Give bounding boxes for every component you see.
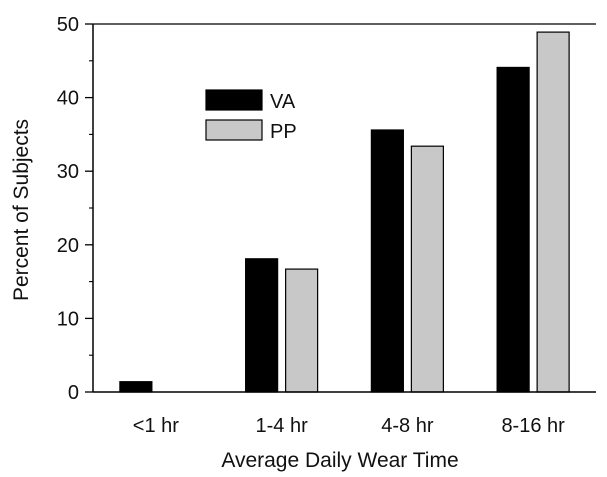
y-tick-label-1: 10 bbox=[57, 308, 79, 330]
legend-swatch-pp bbox=[205, 119, 263, 141]
legend-label-va: VA bbox=[270, 91, 296, 113]
y-axis-title: Percent of Subjects bbox=[10, 119, 33, 301]
y-tick-label-4: 40 bbox=[57, 88, 79, 110]
bar-va-1 bbox=[245, 258, 279, 393]
x-tick-label-0: <1 hr bbox=[133, 415, 179, 437]
bar-pp-3 bbox=[536, 31, 570, 393]
y-tick-label-3: 30 bbox=[57, 161, 79, 183]
x-tick-label-3: 8-16 hr bbox=[501, 415, 565, 437]
bar-pp-2 bbox=[410, 145, 444, 393]
bar-va-2 bbox=[370, 129, 404, 393]
ticks-group: 0 10 20 30 40 50 <1 hr 1-4 hr 4-8 hr 8-16 hr bbox=[57, 14, 565, 437]
y-tick-label-2: 20 bbox=[57, 235, 79, 257]
bar-va-0 bbox=[119, 381, 153, 393]
bars-group bbox=[119, 31, 570, 393]
x-tick-label-1: 1-4 hr bbox=[256, 415, 309, 437]
x-tick-label-2: 4-8 hr bbox=[381, 415, 434, 437]
bar-va-3 bbox=[496, 66, 530, 393]
x-axis-title: Average Daily Wear Time bbox=[221, 449, 458, 472]
bar-pp-1 bbox=[285, 268, 319, 393]
y-tick-label-0: 0 bbox=[68, 382, 79, 404]
legend: VA PP bbox=[205, 89, 297, 143]
legend-swatch-va bbox=[205, 89, 263, 111]
y-tick-label-5: 50 bbox=[57, 14, 79, 36]
legend-label-pp: PP bbox=[270, 121, 297, 143]
